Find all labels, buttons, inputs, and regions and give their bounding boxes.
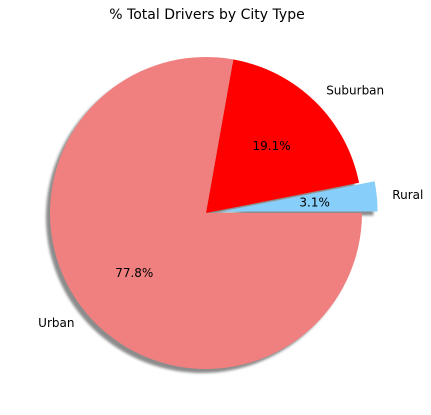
label-urban: Urban — [38, 316, 74, 330]
pct-label-rural: 3.1% — [299, 195, 330, 209]
label-rural: Rural — [392, 188, 423, 202]
slice-rural — [221, 181, 378, 212]
chart-title: % Total Drivers by City Type — [109, 7, 304, 23]
pct-label-urban: 77.8% — [115, 266, 153, 280]
pct-label-suburban: 19.1% — [252, 139, 290, 153]
pie-slices — [50, 57, 378, 370]
pie-labels: Rural 3.1% Suburban 19.1% Urban 77.8% — [38, 84, 423, 331]
slice-suburban — [206, 59, 360, 213]
slice-urban — [50, 57, 363, 370]
label-suburban: Suburban — [326, 84, 384, 98]
